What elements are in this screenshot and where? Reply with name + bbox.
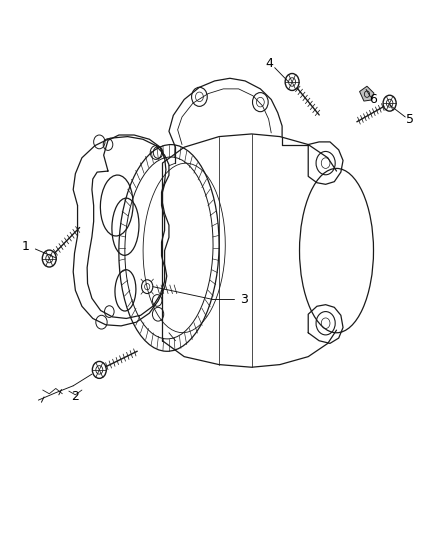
Text: 4: 4: [265, 58, 273, 70]
Text: 1: 1: [21, 240, 29, 253]
Text: 2: 2: [71, 390, 79, 403]
Text: 5: 5: [406, 112, 414, 126]
Polygon shape: [360, 86, 374, 101]
Text: 6: 6: [369, 93, 377, 106]
Text: 3: 3: [240, 293, 248, 306]
